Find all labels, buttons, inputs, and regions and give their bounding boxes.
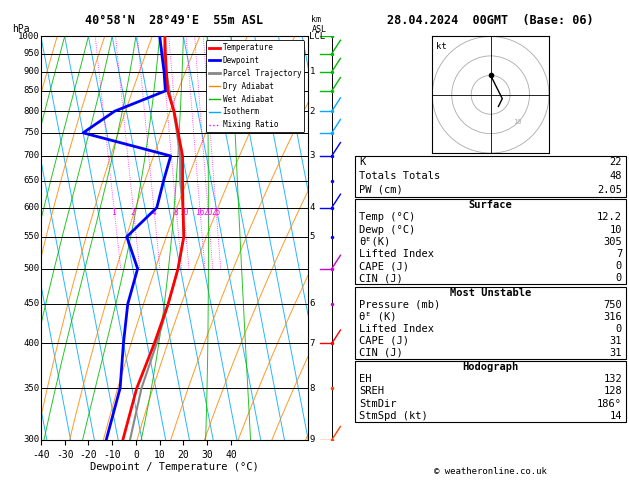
Text: 300: 300 (23, 435, 40, 444)
Text: EH: EH (359, 374, 372, 384)
Text: 48: 48 (610, 171, 622, 181)
Text: Totals Totals: Totals Totals (359, 171, 440, 181)
Text: 305: 305 (603, 237, 622, 247)
Text: 25: 25 (211, 208, 221, 217)
Text: Dewp (°C): Dewp (°C) (359, 225, 415, 235)
Text: 2: 2 (131, 208, 135, 217)
Text: PW (cm): PW (cm) (359, 185, 403, 195)
Text: 9: 9 (309, 435, 315, 444)
Text: StmDir: StmDir (359, 399, 397, 409)
Text: 0: 0 (616, 261, 622, 271)
Text: 128: 128 (603, 386, 622, 397)
Text: 400: 400 (23, 339, 40, 348)
Text: 2.05: 2.05 (597, 185, 622, 195)
Text: 950: 950 (23, 49, 40, 58)
Text: 20: 20 (203, 208, 213, 217)
Text: Most Unstable: Most Unstable (450, 288, 532, 298)
Text: 12.2: 12.2 (597, 212, 622, 223)
Text: 750: 750 (23, 128, 40, 138)
Text: 600: 600 (23, 203, 40, 212)
Text: 800: 800 (23, 107, 40, 116)
Text: 3: 3 (309, 152, 315, 160)
Text: CAPE (J): CAPE (J) (359, 261, 409, 271)
Text: 1: 1 (111, 208, 116, 217)
Text: 10: 10 (514, 119, 522, 125)
Legend: Temperature, Dewpoint, Parcel Trajectory, Dry Adiabat, Wet Adiabat, Isotherm, Mi: Temperature, Dewpoint, Parcel Trajectory… (206, 40, 304, 132)
Text: 31: 31 (610, 336, 622, 346)
Text: 850: 850 (23, 87, 40, 95)
Text: Lifted Index: Lifted Index (359, 324, 434, 334)
Text: 10: 10 (610, 225, 622, 235)
Text: 450: 450 (23, 299, 40, 309)
Text: 500: 500 (23, 264, 40, 273)
Text: 900: 900 (23, 67, 40, 76)
Text: Temp (°C): Temp (°C) (359, 212, 415, 223)
Text: 1000: 1000 (18, 32, 40, 41)
Text: CIN (J): CIN (J) (359, 347, 403, 358)
Text: 700: 700 (23, 152, 40, 160)
Text: SREH: SREH (359, 386, 384, 397)
Text: Lifted Index: Lifted Index (359, 249, 434, 259)
Text: 316: 316 (603, 312, 622, 322)
Text: 7: 7 (309, 339, 315, 348)
Text: Pressure (mb): Pressure (mb) (359, 300, 440, 310)
Text: 5: 5 (309, 232, 315, 241)
Text: 0: 0 (616, 324, 622, 334)
Text: 650: 650 (23, 176, 40, 185)
Text: 4: 4 (309, 203, 315, 212)
Text: 550: 550 (23, 232, 40, 241)
Text: 31: 31 (610, 347, 622, 358)
Text: km
ASL: km ASL (311, 15, 326, 34)
Text: Surface: Surface (469, 200, 513, 210)
Text: 0: 0 (616, 273, 622, 283)
Text: LCL: LCL (309, 32, 326, 41)
Text: StmSpd (kt): StmSpd (kt) (359, 411, 428, 421)
Text: 22: 22 (610, 157, 622, 167)
Text: kt: kt (436, 42, 447, 52)
Text: 40°58'N  28°49'E  55m ASL: 40°58'N 28°49'E 55m ASL (86, 14, 264, 27)
Text: 16: 16 (195, 208, 204, 217)
Text: © weatheronline.co.uk: © weatheronline.co.uk (434, 467, 547, 476)
Text: 1: 1 (309, 67, 315, 76)
Text: θᴱ (K): θᴱ (K) (359, 312, 397, 322)
Text: 8: 8 (174, 208, 178, 217)
Text: K: K (359, 157, 365, 167)
Text: hPa: hPa (13, 24, 30, 34)
Text: 7: 7 (616, 249, 622, 259)
Text: 14: 14 (610, 411, 622, 421)
Text: 28.04.2024  00GMT  (Base: 06): 28.04.2024 00GMT (Base: 06) (387, 14, 594, 27)
Text: CAPE (J): CAPE (J) (359, 336, 409, 346)
Text: 350: 350 (23, 383, 40, 393)
Text: 4: 4 (152, 208, 156, 217)
Text: 750: 750 (603, 300, 622, 310)
Text: 2: 2 (309, 107, 315, 116)
Text: 8: 8 (309, 383, 315, 393)
Text: 132: 132 (603, 374, 622, 384)
Text: CIN (J): CIN (J) (359, 273, 403, 283)
Text: 6: 6 (309, 299, 315, 309)
Text: 186°: 186° (597, 399, 622, 409)
Text: θᴱ(K): θᴱ(K) (359, 237, 391, 247)
X-axis label: Dewpoint / Temperature (°C): Dewpoint / Temperature (°C) (90, 462, 259, 472)
Text: Hodograph: Hodograph (462, 362, 519, 372)
Text: 10: 10 (179, 208, 188, 217)
